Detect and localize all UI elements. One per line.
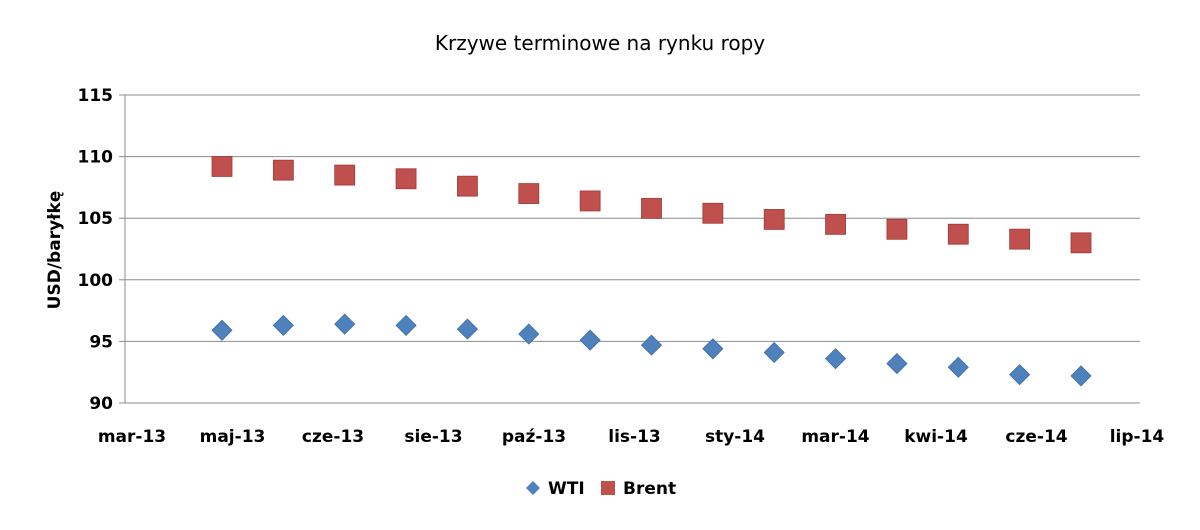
- data-point-brent: [518, 183, 540, 204]
- data-point-brent: [579, 190, 601, 212]
- x-tick-label: lis-13: [608, 427, 661, 447]
- legend: WTI Brent: [526, 479, 676, 499]
- data-point-brent: [211, 156, 233, 177]
- data-point-brent: [886, 218, 908, 240]
- x-tick-label: sie-13: [404, 427, 462, 447]
- legend-marker-square: [601, 481, 615, 495]
- x-tick-label: lip-14: [1110, 427, 1165, 447]
- x-tick-label: paź-13: [502, 427, 566, 447]
- data-point-brent: [947, 223, 969, 245]
- data-point-brent: [272, 159, 294, 181]
- data-point-wti: [456, 318, 478, 340]
- y-tick-label: 95: [89, 332, 113, 352]
- x-tick-label: maj-13: [200, 427, 266, 447]
- x-tick-label: cze-13: [302, 427, 364, 447]
- x-tick-label: kwi-14: [904, 427, 968, 447]
- data-point-wti: [825, 348, 847, 370]
- data-point-wti: [947, 356, 969, 378]
- x-tick-label: mar-14: [801, 427, 869, 447]
- y-tick-label: 105: [78, 209, 114, 229]
- x-tick-label: cze-14: [1005, 427, 1067, 447]
- legend-label: Brent: [623, 479, 676, 499]
- data-point-wti: [272, 314, 294, 336]
- data-point-wti: [211, 319, 233, 341]
- data-point-brent: [641, 197, 662, 219]
- x-tick-label: mar-13: [98, 427, 166, 447]
- y-tick-label: 110: [78, 148, 114, 168]
- data-point-brent: [334, 164, 356, 186]
- data-point-wti: [702, 338, 724, 360]
- data-point-wti: [1070, 365, 1092, 387]
- y-tick-label: 100: [78, 271, 114, 291]
- data-point-wti: [1009, 364, 1031, 386]
- data-point-brent: [457, 175, 478, 197]
- data-point-wti: [334, 313, 356, 335]
- data-point-brent: [763, 209, 785, 230]
- chart-title: Krzywe terminowe na rynku ropy: [435, 31, 765, 55]
- series-brent: [211, 156, 1092, 254]
- y-tick-label: 115: [78, 86, 114, 106]
- data-point-brent: [825, 213, 846, 235]
- data-point-wti: [395, 314, 417, 336]
- data-point-wti: [763, 341, 785, 364]
- y-axis-title: USD/baryłkę: [45, 191, 65, 310]
- legend-label: WTI: [548, 479, 585, 499]
- data-point-wti: [518, 323, 540, 345]
- legend-item-wti: WTI: [526, 479, 585, 499]
- data-point-wti: [579, 329, 601, 351]
- grid: [125, 94, 1140, 342]
- data-point-brent: [395, 168, 417, 190]
- series-wti: [211, 313, 1092, 387]
- y-tick-label: 90: [89, 394, 113, 414]
- axes: [119, 94, 1140, 404]
- legend-marker-diamond: [526, 481, 540, 495]
- y-tick-labels: 90 95 100 105 110 115: [78, 86, 114, 414]
- series: [211, 156, 1092, 387]
- data-point-brent: [1070, 232, 1092, 254]
- data-point-brent: [1009, 228, 1031, 250]
- x-tick-labels: mar-13 maj-13 cze-13 sie-13 paź-13 lis-13 sty-…: [98, 427, 1165, 447]
- legend-item-brent: Brent: [601, 479, 676, 499]
- x-tick-label: sty-14: [705, 427, 765, 447]
- data-point-brent: [702, 202, 724, 224]
- data-point-wti: [640, 334, 663, 356]
- data-point-wti: [886, 353, 908, 375]
